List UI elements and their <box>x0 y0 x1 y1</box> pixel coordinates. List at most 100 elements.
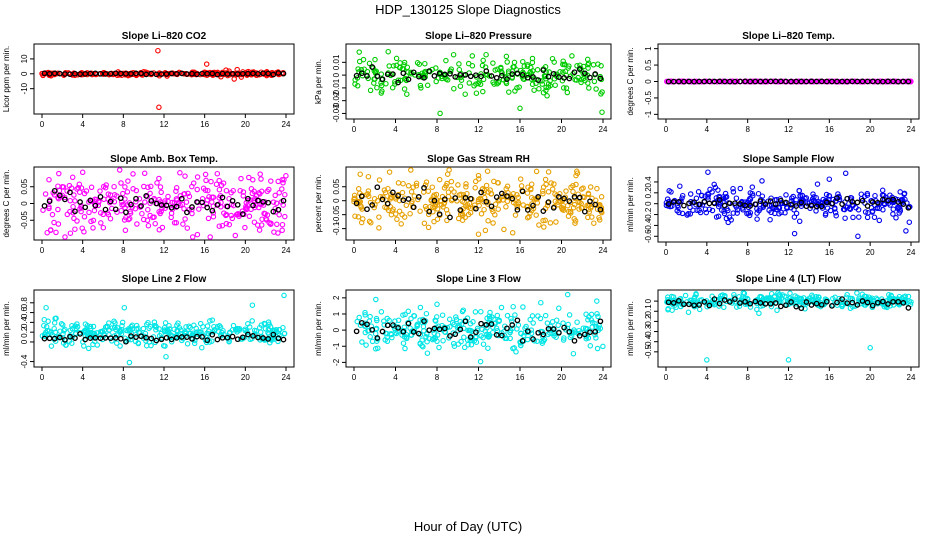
panel-1: Slope Li–820 CO2 Licor ppm per min. 0 4 8 12 1… <box>2 31 295 129</box>
data-point <box>49 211 56 218</box>
data-point <box>850 214 856 221</box>
data-point <box>498 304 505 311</box>
x-tick-label: 8 <box>121 246 126 255</box>
data-point <box>117 329 123 335</box>
data-point <box>90 217 97 224</box>
data-point <box>737 185 744 192</box>
summary-point <box>535 329 542 336</box>
x-tick-label: 24 <box>907 248 916 257</box>
data-point <box>69 340 75 346</box>
data-point <box>62 234 68 240</box>
summary-point <box>77 71 83 77</box>
data-point <box>279 176 286 183</box>
data-point <box>148 342 154 349</box>
summary-point <box>457 326 464 333</box>
data-point <box>216 177 222 184</box>
y-tick-label: -0.4 <box>644 334 653 348</box>
summary-point <box>117 335 124 342</box>
data-point <box>455 182 461 188</box>
data-point <box>510 64 516 70</box>
summary-point <box>798 305 805 312</box>
summary-point <box>112 335 119 341</box>
data-point <box>144 217 151 224</box>
summary-point <box>571 194 578 200</box>
summary-point <box>143 193 150 199</box>
summary-point <box>498 190 505 197</box>
summary-point <box>72 208 78 215</box>
x-tick-label: 0 <box>664 125 669 134</box>
summary-point <box>410 329 417 335</box>
data-point <box>486 73 492 79</box>
summary-point <box>844 195 851 202</box>
summary-point <box>592 201 599 208</box>
data-point <box>180 221 186 227</box>
data-point <box>594 345 601 352</box>
summary-point <box>270 71 277 78</box>
summary-point <box>405 76 412 83</box>
data-point <box>542 312 549 319</box>
summary-point <box>880 78 886 85</box>
summary-point <box>566 198 573 204</box>
data-point <box>574 63 580 69</box>
summary-point <box>415 330 422 337</box>
data-point <box>400 340 407 346</box>
x-tick-label: 12 <box>160 120 169 129</box>
summary-point <box>701 299 708 305</box>
data-point <box>869 208 876 214</box>
data-point <box>242 224 248 231</box>
summary-point <box>51 70 58 77</box>
data-point <box>369 338 376 345</box>
summary-point <box>441 71 448 78</box>
summary-point <box>128 333 134 339</box>
summary-point <box>56 334 63 341</box>
data-point <box>411 193 418 199</box>
data-point <box>363 192 370 198</box>
summary-point <box>757 198 764 205</box>
data-point <box>159 205 165 211</box>
summary-point <box>592 71 599 77</box>
data-point <box>46 328 52 334</box>
summary-point <box>72 70 78 77</box>
data-point <box>871 214 878 221</box>
data-point <box>226 221 233 228</box>
summary-point <box>204 204 211 211</box>
data-point <box>716 303 722 309</box>
data-point <box>570 350 577 357</box>
summary-point <box>524 328 531 335</box>
data-point <box>524 203 531 210</box>
x-tick-label: 12 <box>474 373 483 382</box>
data-point <box>747 196 754 203</box>
outlier-point <box>469 53 476 59</box>
data-point <box>399 189 406 196</box>
data-point <box>585 191 592 198</box>
summary-point <box>701 198 708 205</box>
data-point <box>204 323 211 329</box>
data-point <box>111 318 117 325</box>
data-point <box>228 189 234 196</box>
x-tick-label: 20 <box>557 373 566 382</box>
summary-point <box>880 298 886 305</box>
data-point <box>98 220 104 226</box>
data-point <box>719 292 726 298</box>
data-point <box>111 183 117 190</box>
summary-point <box>530 336 536 342</box>
outlier-point <box>533 168 540 175</box>
data-point <box>584 326 590 332</box>
data-point <box>545 81 552 87</box>
x-tick-label: 24 <box>907 125 916 134</box>
summary-point <box>239 334 246 341</box>
data-point <box>725 207 731 214</box>
data-point <box>100 224 107 231</box>
summary-point <box>163 202 170 209</box>
summary-point <box>138 333 144 340</box>
data-point <box>398 221 404 227</box>
data-point <box>378 82 385 89</box>
summary-point <box>379 328 386 335</box>
summary-point <box>447 70 453 77</box>
data-point <box>443 207 450 213</box>
y-tick-label: 0.4 <box>20 316 29 328</box>
data-point <box>223 187 230 194</box>
data-point <box>205 215 212 222</box>
x-tick-label: 16 <box>825 125 834 134</box>
data-point <box>368 219 374 226</box>
